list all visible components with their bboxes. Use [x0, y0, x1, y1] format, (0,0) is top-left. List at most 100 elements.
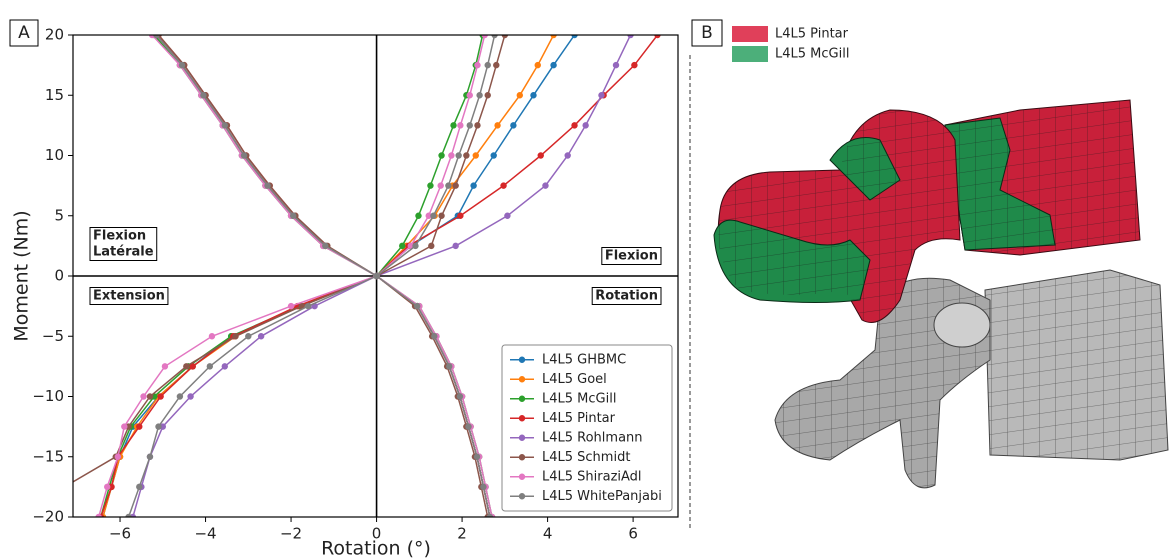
- legend-marker: [518, 415, 526, 422]
- data-point: [140, 393, 147, 400]
- x-tick-label: 0: [372, 525, 382, 543]
- data-point: [530, 92, 537, 99]
- annotation-box: [601, 247, 662, 265]
- data-point: [428, 242, 435, 250]
- data-point: [114, 453, 122, 460]
- data-point: [136, 483, 143, 491]
- data-point: [245, 333, 252, 340]
- legend-marker: [518, 356, 526, 363]
- x-tick-label: 6: [628, 525, 638, 543]
- data-point: [161, 363, 169, 370]
- data-point: [446, 363, 453, 370]
- data-point: [484, 92, 491, 99]
- data-point: [612, 61, 620, 69]
- legend-marker: [518, 434, 526, 441]
- data-point: [95, 513, 102, 517]
- legend-label: L4L5 Rohlmann: [542, 430, 643, 445]
- facet: [933, 302, 991, 348]
- legend-label: L4L5 Pintar: [775, 27, 849, 42]
- data-point: [455, 152, 462, 159]
- data-point: [493, 61, 500, 69]
- y-tick-label: 0: [54, 267, 64, 285]
- data-point: [466, 92, 473, 99]
- legend-marker: [518, 395, 526, 402]
- data-point: [221, 122, 228, 129]
- data-point: [221, 363, 228, 370]
- data-point: [534, 61, 541, 69]
- data-point: [450, 122, 457, 129]
- panel-label: B: [701, 23, 713, 43]
- x-axis-label: Rotation (°): [321, 538, 431, 560]
- data-point: [571, 35, 578, 39]
- data-point: [232, 333, 239, 340]
- legend-swatch: [732, 46, 768, 62]
- data-point: [289, 212, 297, 219]
- legend-swatch: [732, 26, 768, 42]
- annotation-box: [89, 227, 158, 261]
- y-tick-label: 5: [54, 206, 64, 224]
- data-point: [146, 393, 154, 400]
- legend-label: L4L5 GHBMC: [542, 352, 626, 367]
- annotation-text: Latérale: [93, 245, 154, 260]
- panel-label-box: [9, 19, 39, 47]
- annotation-box: [591, 287, 662, 305]
- plot-area: [61, 35, 678, 517]
- annotation-text: Flexion: [605, 249, 658, 264]
- data-point: [480, 483, 487, 491]
- data-point: [445, 182, 452, 189]
- x-tick-label: 4: [543, 525, 553, 543]
- y-axis-label: Moment (Nm): [11, 210, 33, 341]
- data-point: [438, 212, 445, 219]
- data-point: [178, 61, 186, 69]
- data-point: [550, 61, 557, 69]
- data-point: [61, 484, 67, 490]
- data-point: [373, 272, 380, 280]
- data-point: [189, 363, 196, 370]
- data-point: [473, 453, 481, 460]
- data-point: [415, 212, 422, 219]
- data-point: [125, 513, 132, 517]
- data-point: [264, 182, 271, 189]
- legend-label: L4L5 WhitePanjabi: [542, 489, 662, 504]
- x-tick-label: −6: [109, 525, 131, 543]
- legend-label: L4L5 McGill: [542, 391, 616, 406]
- data-point: [564, 152, 571, 159]
- data-point: [500, 182, 507, 189]
- data-point: [287, 302, 295, 310]
- data-point: [481, 35, 488, 39]
- legend-marker: [518, 454, 526, 461]
- x-tick-label: −2: [280, 525, 302, 543]
- data-point: [437, 182, 444, 189]
- annotation-text: Extension: [93, 289, 165, 304]
- data-point: [121, 423, 128, 430]
- legend: L4L5 Pintar L4L5 McGill: [732, 26, 849, 62]
- data-point: [425, 212, 432, 219]
- data-point: [452, 182, 459, 189]
- legend-label: L4L5 Goel: [542, 372, 607, 387]
- legend-marker: [518, 376, 526, 383]
- data-point: [627, 35, 634, 39]
- data-point: [431, 333, 438, 340]
- data-point: [501, 35, 509, 39]
- data-point: [200, 92, 207, 99]
- data-point: [494, 122, 501, 129]
- y-tick-label: −15: [32, 447, 64, 465]
- data-point: [448, 152, 455, 159]
- data-point: [571, 122, 578, 129]
- data-point: [476, 92, 483, 99]
- annotation-text: Flexion: [93, 229, 146, 244]
- legend-label: L4L5 Schmidt: [542, 450, 630, 465]
- data-point: [399, 242, 406, 250]
- annotation: Flexion: [601, 247, 662, 265]
- data-point: [463, 152, 470, 159]
- x-tick-label: −4: [194, 525, 216, 543]
- data-point: [550, 35, 557, 39]
- data-point: [176, 393, 184, 400]
- y-tick-label: −5: [42, 327, 64, 345]
- y-tick-label: 10: [45, 146, 64, 164]
- data-point: [146, 453, 154, 460]
- data-point: [456, 393, 464, 400]
- data-point: [582, 122, 589, 129]
